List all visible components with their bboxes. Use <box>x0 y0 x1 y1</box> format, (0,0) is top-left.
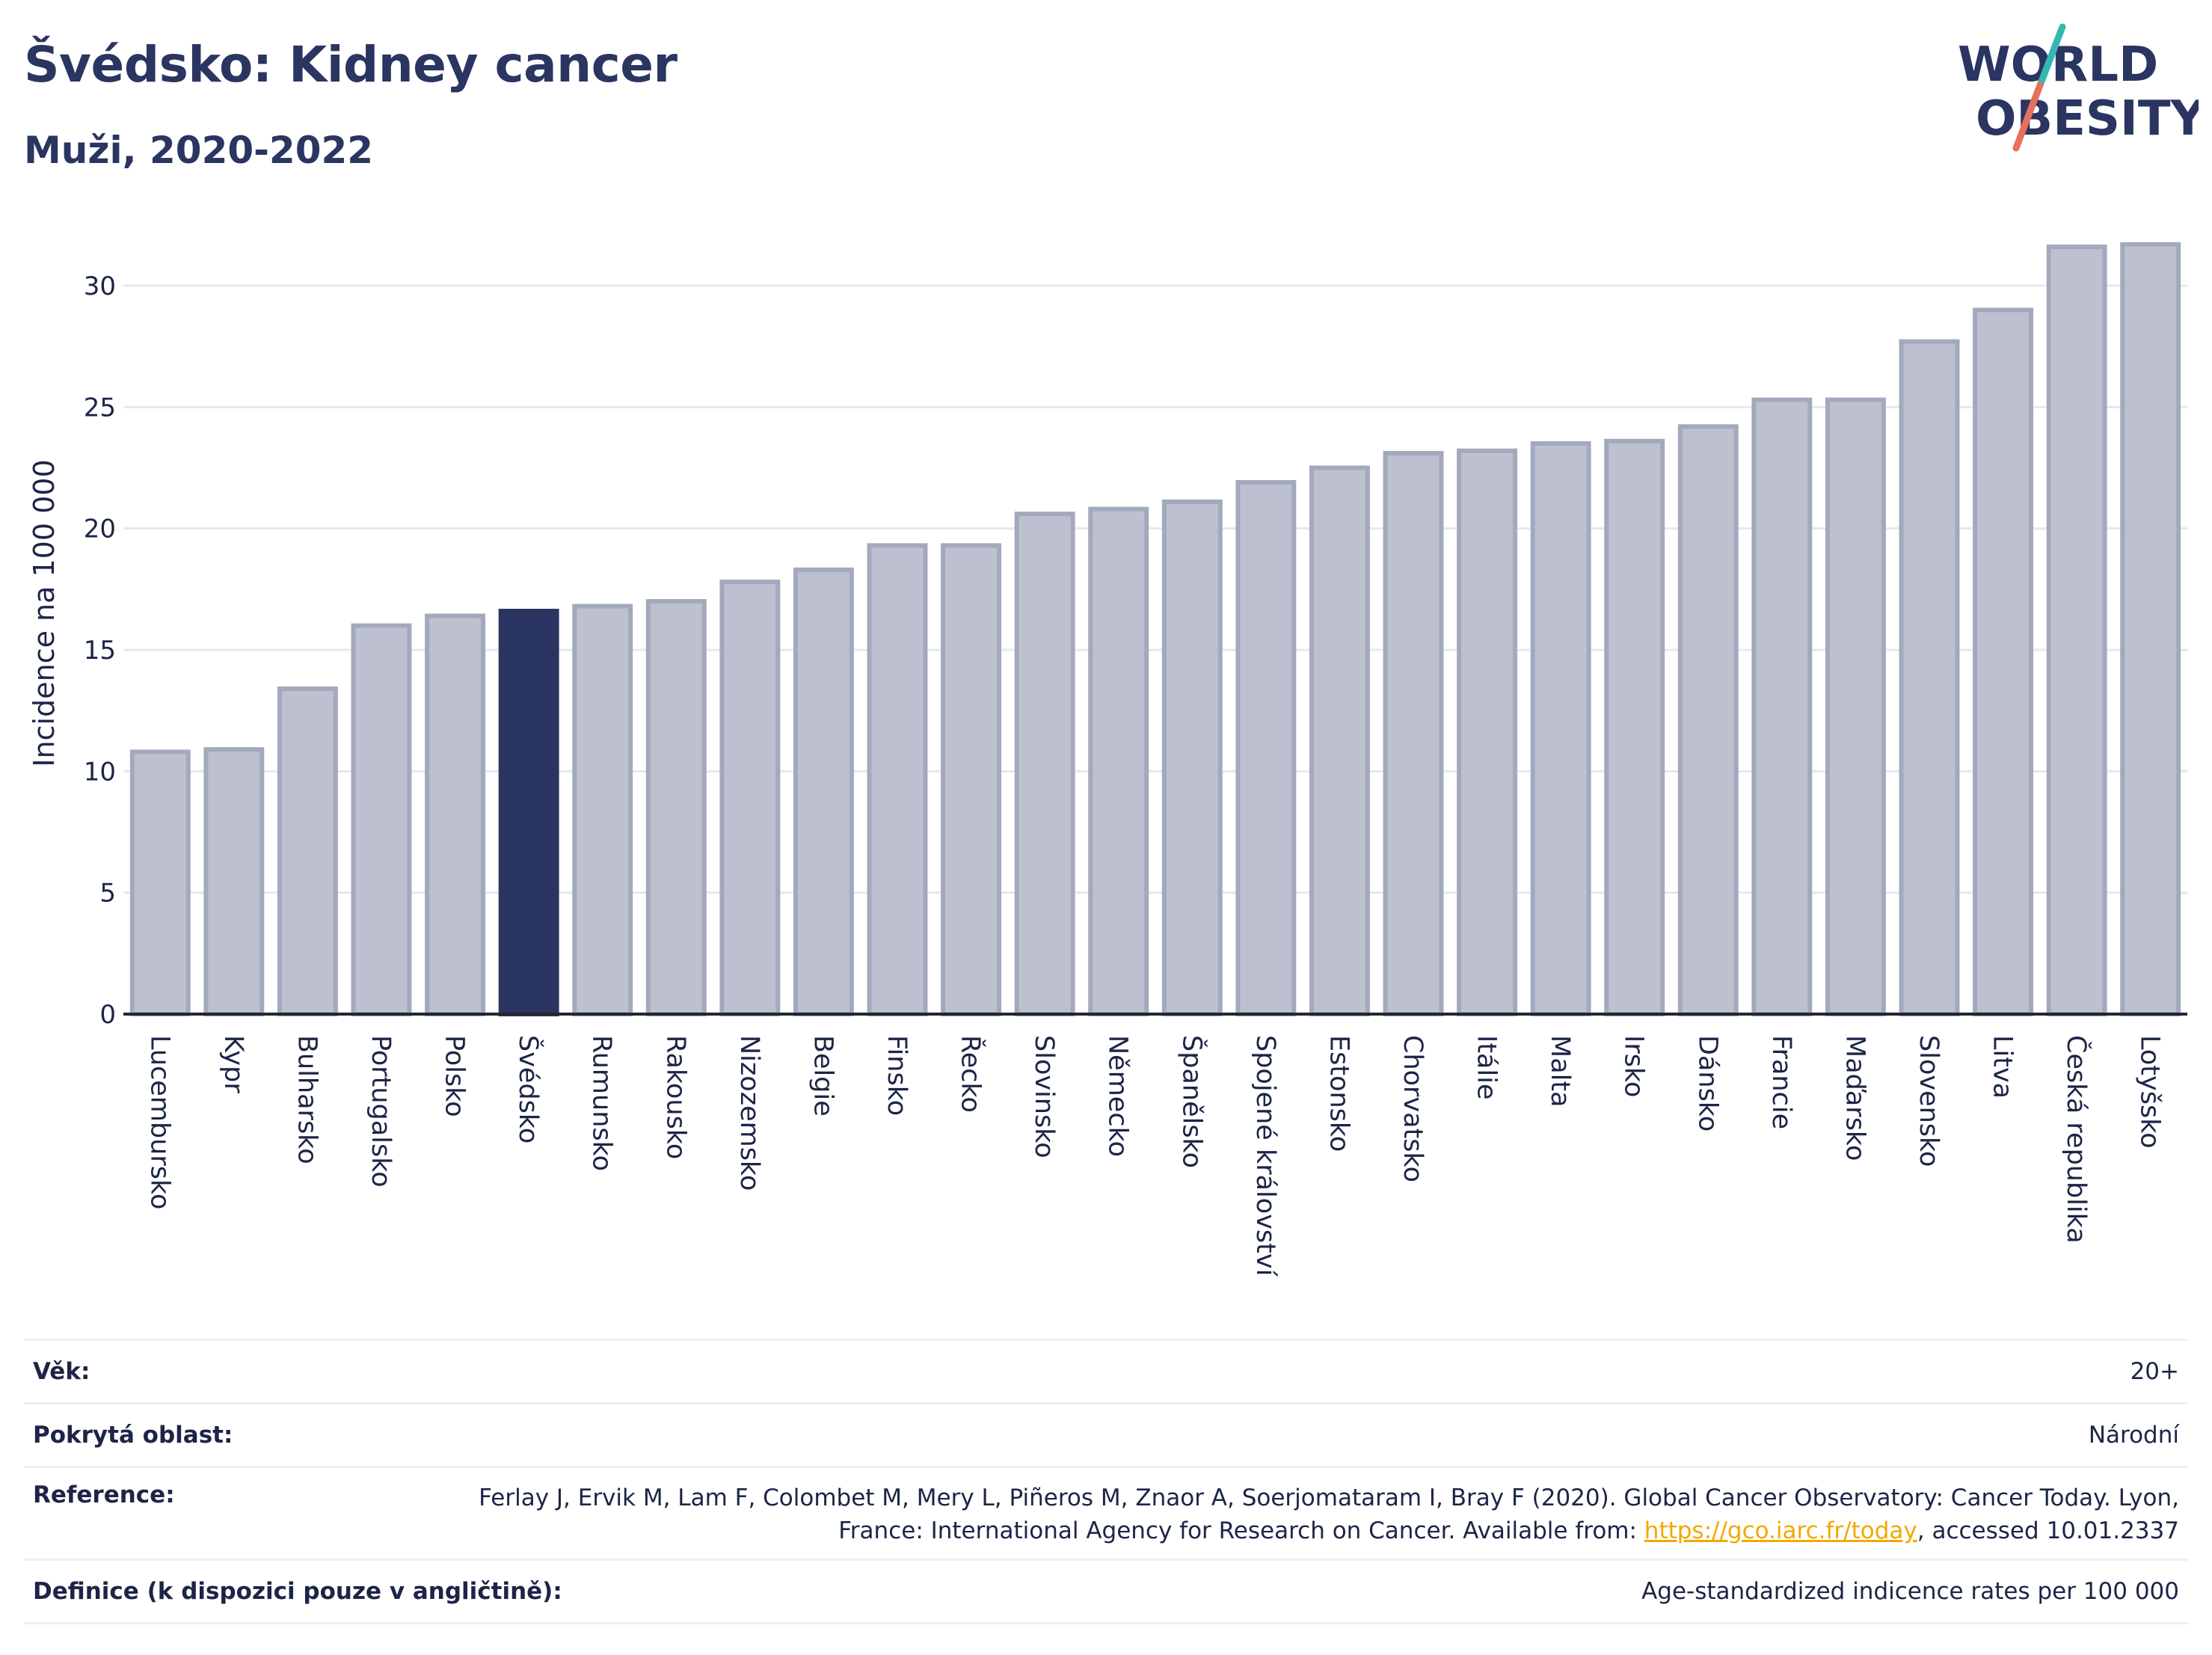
bar-Řecko <box>941 543 1002 1016</box>
coverage-value: Národní <box>2088 1422 2179 1449</box>
x-tick-label: Rumunsko <box>587 1035 617 1171</box>
y-tick-label: 0 <box>99 1000 116 1030</box>
reference-row: Reference: Ferlay J, Ervik M, Lam F, Col… <box>24 1466 2188 1559</box>
bar-Nizozemsko <box>719 580 781 1016</box>
bar-Slovinsko <box>1014 512 1075 1016</box>
x-tick-label: Chorvatsko <box>1398 1035 1428 1182</box>
y-tick-label: 5 <box>99 879 116 909</box>
y-tick-label: 25 <box>84 393 116 423</box>
definition-row: Definice (k dispozici pouze v angličtině… <box>24 1559 2188 1624</box>
bar-Litva <box>1973 307 2034 1016</box>
y-tick-label: 30 <box>84 271 116 301</box>
x-tick-label: Francie <box>1766 1035 1796 1129</box>
reference-text: Ferlay J, Ervik M, Lam F, Colombet M, Me… <box>479 1484 2179 1544</box>
bar-chart: 0 5 10 15 20 25 30 Lucembursko Kypr Bulharsko Por… <box>28 242 2187 1277</box>
x-tick-label: Švédsko <box>513 1035 544 1143</box>
y-axis-label: Incidence na 100 000 <box>28 459 61 767</box>
bar-Polsko <box>425 613 486 1016</box>
x-tick-label: Spojené království <box>1250 1035 1280 1277</box>
y-tick-label: 10 <box>84 757 116 787</box>
chart-title: Švédsko: Kidney cancer <box>24 36 678 93</box>
metadata-table: Věk: 20+ Pokrytá oblast: Národní Referen… <box>24 1339 2188 1624</box>
bar-Spojené království <box>1235 479 1297 1016</box>
x-tick-label: Bulharsko <box>292 1035 322 1164</box>
x-tick-label: Finsko <box>882 1035 912 1116</box>
bar-Belgie <box>793 567 854 1016</box>
x-tick-label: Belgie <box>808 1035 838 1117</box>
x-tick-label: Irsko <box>1619 1035 1649 1097</box>
reference-label: Reference: <box>33 1481 175 1508</box>
reference-value: Ferlay J, Ervik M, Lam F, Colombet M, Me… <box>459 1481 2179 1547</box>
bars <box>129 242 2181 1017</box>
bar-Rumunsko <box>572 604 633 1016</box>
bar-Dánsko <box>1677 424 1739 1016</box>
bar-Německo <box>1088 506 1149 1016</box>
bar-Maďarsko <box>1825 397 1886 1016</box>
x-tick-label: Malta <box>1545 1035 1575 1108</box>
bar-Lucembursko <box>129 749 191 1016</box>
x-tick-label: Kypr <box>218 1035 248 1093</box>
x-tick-label: Španělsko <box>1176 1035 1208 1168</box>
bar-Bulharsko <box>277 686 338 1016</box>
x-tick-label: Rakousko <box>660 1035 690 1159</box>
bar-Kypr <box>203 747 265 1016</box>
bar-Irsko <box>1604 438 1665 1016</box>
bar-Španělsko <box>1161 499 1223 1016</box>
bar-Portugalsko <box>351 623 412 1016</box>
x-tick-label: Nizozemsko <box>734 1035 764 1191</box>
world-obesity-logo: WORLD OBESITY <box>1958 23 2199 152</box>
bar-Slovensko <box>1899 339 1960 1016</box>
age-row: Věk: 20+ <box>24 1339 2188 1402</box>
x-tick-label: Dánsko <box>1692 1035 1722 1132</box>
coverage-row: Pokrytá oblast: Národní <box>24 1402 2188 1466</box>
age-value: 20+ <box>2130 1358 2179 1385</box>
x-tick-label: Německo <box>1103 1035 1133 1157</box>
y-tick-label: 20 <box>84 515 116 544</box>
bar-Chorvatsko <box>1383 451 1444 1016</box>
logo-text-obesity: OBESITY <box>1976 91 2199 147</box>
x-tick-label: Polsko <box>440 1035 470 1117</box>
x-tick-label: Česká republika <box>2061 1035 2092 1244</box>
bar-Švédsko <box>498 609 559 1016</box>
bar-Lotyšsko <box>2120 242 2181 1017</box>
x-tick-label: Lotyšsko <box>2135 1035 2165 1149</box>
bar-Rakousko <box>645 599 707 1016</box>
x-tick-label: Slovinsko <box>1029 1035 1059 1158</box>
logo-slash-coral <box>2012 82 2044 152</box>
bar-Estonsko <box>1309 465 1370 1016</box>
x-tick-label: Maďarsko <box>1840 1035 1870 1161</box>
bar-Malta <box>1530 441 1591 1016</box>
reference-link[interactable]: https://gco.iarc.fr/today <box>1644 1517 1917 1544</box>
logo-slash-teal <box>2036 23 2066 89</box>
bar-Francie <box>1751 397 1813 1016</box>
reference-text-end: , accessed 10.01.2337 <box>1917 1517 2179 1544</box>
chart-subtitle: Muži, 2020-2022 <box>24 129 374 172</box>
x-tick-label: Lucembursko <box>144 1035 174 1209</box>
bar-Česká republika <box>2046 245 2107 1016</box>
x-tick-label: Itálie <box>1472 1035 1502 1099</box>
definition-label: Definice (k dispozici pouze v angličtině… <box>33 1578 562 1605</box>
x-tick-label: Řecko <box>956 1035 987 1113</box>
x-tick-label: Litva <box>1988 1035 2018 1099</box>
coverage-label: Pokrytá oblast: <box>33 1422 233 1449</box>
x-tick-label: Portugalsko <box>366 1035 396 1188</box>
axes: 0 5 10 15 20 25 30 <box>84 271 2187 1030</box>
x-tick-label: Estonsko <box>1324 1035 1354 1152</box>
bar-Finsko <box>867 543 928 1016</box>
y-tick-label: 15 <box>84 636 116 666</box>
definition-value: Age-standardized indicence rates per 100… <box>1641 1578 2179 1605</box>
x-tick-labels: Lucembursko Kypr Bulharsko Portugalsko Polsk… <box>144 1035 2164 1277</box>
age-label: Věk: <box>33 1358 90 1385</box>
x-tick-label: Slovensko <box>1914 1035 1944 1167</box>
bar-Itálie <box>1457 448 1518 1016</box>
